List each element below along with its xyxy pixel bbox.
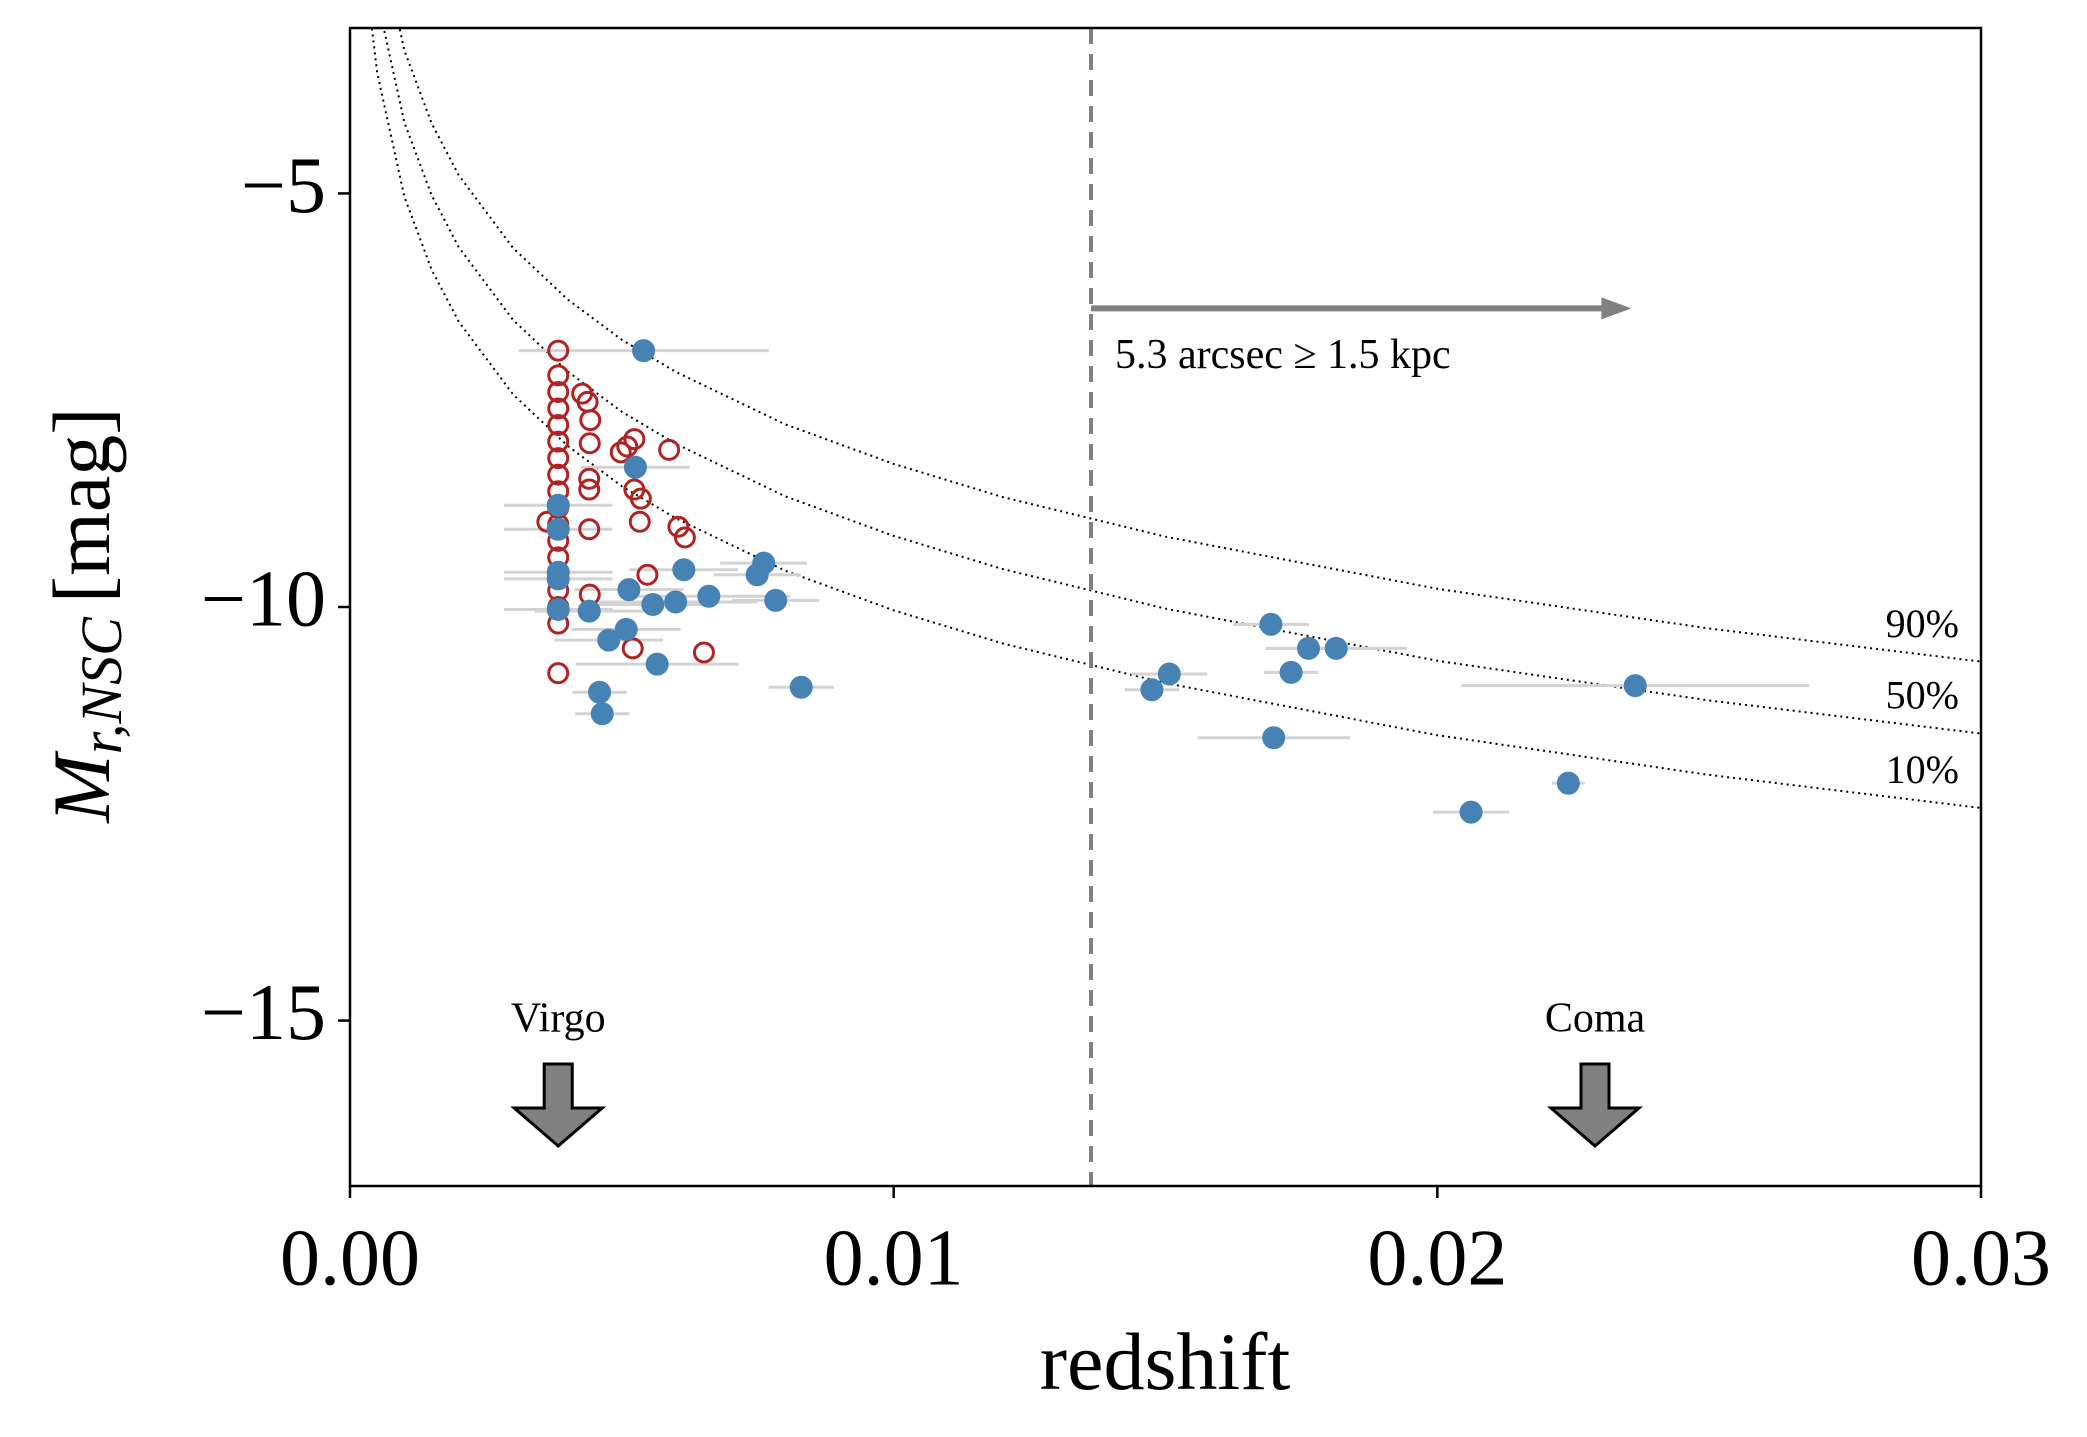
- open-point: [547, 364, 570, 387]
- filled-point: [1259, 612, 1283, 636]
- filled-point: [641, 593, 665, 617]
- open-point: [547, 662, 570, 685]
- open-point: [616, 435, 639, 458]
- filled-point: [664, 590, 688, 614]
- open-point: [547, 430, 570, 453]
- open-point: [658, 438, 681, 461]
- open-point: [692, 641, 715, 664]
- x-tick-label: 0.00: [280, 1214, 420, 1302]
- filled-point: [1279, 660, 1303, 684]
- open-point: [609, 441, 632, 464]
- open-point: [623, 428, 646, 451]
- filled-point: [546, 493, 570, 517]
- open-point: [547, 380, 570, 403]
- open-point: [547, 463, 570, 486]
- x-tick-label: 0.01: [824, 1214, 964, 1302]
- completeness-curve: [370, 28, 1981, 809]
- open-point: [578, 467, 601, 490]
- filled-point: [623, 455, 647, 479]
- cluster-arrow: [1546, 1062, 1644, 1148]
- cluster-label: Virgo: [511, 996, 606, 1042]
- filled-point: [672, 558, 696, 582]
- filled-point: [764, 588, 788, 612]
- plot-area: [370, 28, 1981, 1186]
- filled-point: [546, 597, 570, 621]
- filled-point: [614, 617, 638, 641]
- open-point: [547, 414, 570, 437]
- open-point: [547, 447, 570, 470]
- curve-label: 90%: [1886, 601, 1959, 646]
- filled-point: [546, 567, 570, 591]
- filled-point: [1623, 674, 1647, 698]
- open-point: [629, 487, 652, 510]
- open-point: [547, 397, 570, 420]
- x-axis-label: redshift: [1040, 1316, 1291, 1407]
- filled-point: [590, 702, 614, 726]
- y-axis-label: Mr,NSC [mag]: [36, 407, 135, 823]
- filled-point: [588, 680, 612, 704]
- filled-point: [632, 339, 656, 363]
- cluster-arrow: [510, 1062, 607, 1148]
- filled-point: [1140, 678, 1164, 702]
- filled-point: [597, 628, 621, 652]
- y-label-sub: r,NSC: [69, 616, 134, 754]
- open-point: [579, 409, 602, 432]
- filled-point: [617, 578, 641, 602]
- filled-point: [645, 652, 669, 676]
- open-point: [667, 515, 690, 538]
- open-point: [628, 510, 651, 533]
- filled-point: [577, 599, 601, 623]
- filled-point: [789, 675, 813, 699]
- filled-point: [1459, 800, 1483, 824]
- open-point: [636, 563, 659, 586]
- y-tick-label: −5: [241, 142, 326, 230]
- filled-point: [1262, 726, 1286, 750]
- cluster-label: Coma: [1545, 996, 1646, 1042]
- y-tick-label: −15: [201, 969, 326, 1057]
- curve-label: 50%: [1886, 673, 1959, 718]
- open-point: [673, 526, 696, 549]
- filled-point: [1296, 636, 1320, 660]
- open-point: [547, 339, 570, 362]
- open-point: [578, 518, 601, 541]
- x-tick-label: 0.03: [1911, 1214, 2051, 1302]
- filled-point: [1556, 771, 1580, 795]
- y-label-unit: [mag]: [36, 407, 127, 603]
- filled-point: [697, 584, 721, 608]
- filled-point: [1157, 662, 1181, 686]
- arrow-head: [1601, 297, 1632, 320]
- open-point: [578, 478, 601, 501]
- completeness-curve: [398, 28, 1981, 663]
- filled-point: [1324, 636, 1348, 660]
- completeness-curve: [382, 28, 1981, 735]
- y-tick-label: −10: [201, 555, 326, 643]
- open-point: [578, 432, 601, 455]
- open-point: [621, 637, 644, 660]
- y-label-main: M: [36, 750, 127, 824]
- filled-point: [546, 517, 570, 541]
- x-tick-label: 0.02: [1367, 1214, 1507, 1302]
- arrow-label: 5.3 arcsec ≥ 1.5 kpc: [1115, 332, 1451, 378]
- curve-label: 10%: [1886, 747, 1959, 792]
- filled-point: [752, 551, 776, 575]
